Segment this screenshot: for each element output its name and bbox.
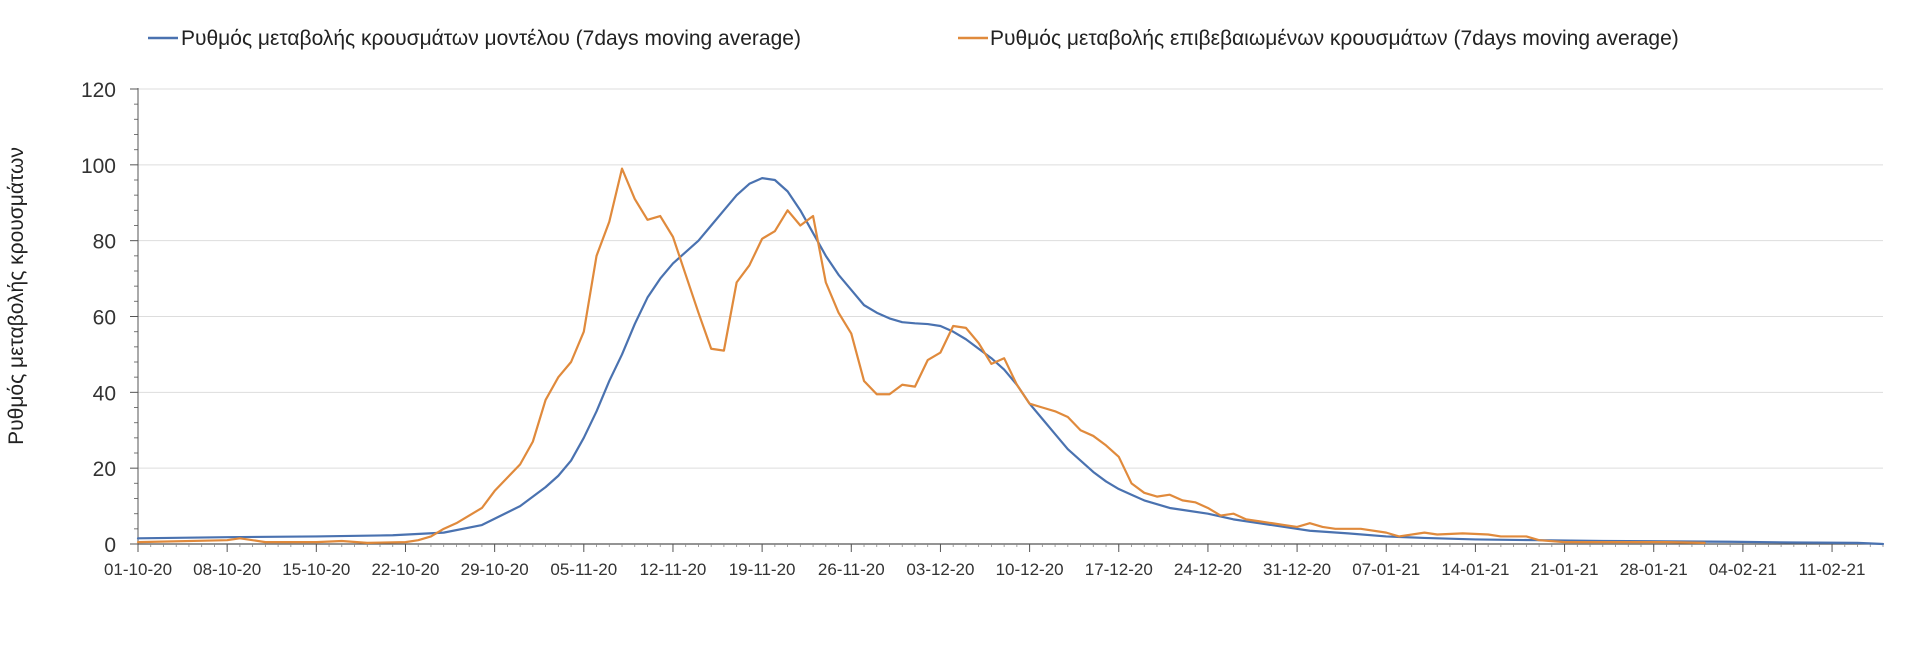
x-tick-label: 08-10-20 bbox=[193, 560, 261, 579]
x-tick-label: 03-12-20 bbox=[906, 560, 974, 579]
x-tick-label: 14-01-21 bbox=[1441, 560, 1509, 579]
x-tick-label: 21-01-21 bbox=[1531, 560, 1599, 579]
axes: 0 20 40 60 80 100 120 01-10-20 08-10-20 15-10-20 2… bbox=[81, 79, 1884, 579]
y-tick-label: 120 bbox=[81, 79, 116, 102]
y-tick-label: 100 bbox=[81, 155, 116, 178]
x-tick-label: 15-10-20 bbox=[282, 560, 350, 579]
x-tick-label: 24-12-20 bbox=[1174, 560, 1242, 579]
y-tick-label: 60 bbox=[93, 307, 116, 330]
y-tick-label: 20 bbox=[93, 458, 116, 481]
y-axis-title: Ρυθμός μεταβολής κρουσμάτων bbox=[5, 147, 28, 445]
y-tick-label: 0 bbox=[104, 534, 116, 557]
x-tick-label: 05-11-20 bbox=[550, 560, 617, 579]
x-tick-label: 26-11-20 bbox=[818, 560, 885, 579]
legend: Ρυθμός μεταβολής κρουσμάτων μοντέλου (7d… bbox=[148, 27, 1679, 50]
y-tick-label: 40 bbox=[93, 382, 116, 405]
x-tick-label: 12-11-20 bbox=[640, 560, 707, 579]
x-tick-label: 22-10-20 bbox=[371, 560, 439, 579]
series-line-model bbox=[136, 177, 1885, 546]
legend-label-confirmed: Ρυθμός μεταβολής επιβεβαιωμένων κρουσμάτ… bbox=[990, 27, 1679, 50]
x-tick-label: 31-12-20 bbox=[1263, 560, 1331, 579]
x-tick-label: 10-12-20 bbox=[996, 560, 1064, 579]
y-tick-label: 80 bbox=[93, 231, 116, 254]
x-tick-label: 01-10-20 bbox=[104, 560, 172, 579]
x-tick-label: 28-01-21 bbox=[1620, 560, 1688, 579]
series-lines bbox=[136, 167, 1885, 546]
x-tick-label: 29-10-20 bbox=[461, 560, 529, 579]
x-tick-label: 04-02-21 bbox=[1709, 560, 1777, 579]
x-tick-label: 11-02-21 bbox=[1799, 560, 1866, 579]
series-line-confirmed bbox=[136, 167, 1706, 544]
x-tick-label: 19-11-20 bbox=[729, 560, 796, 579]
gridlines bbox=[138, 88, 1883, 469]
legend-label-model: Ρυθμός μεταβολής κρουσμάτων μοντέλου (7d… bbox=[181, 27, 801, 50]
x-tick-label: 17-12-20 bbox=[1085, 560, 1153, 579]
x-tick-label: 07-01-21 bbox=[1352, 560, 1420, 579]
